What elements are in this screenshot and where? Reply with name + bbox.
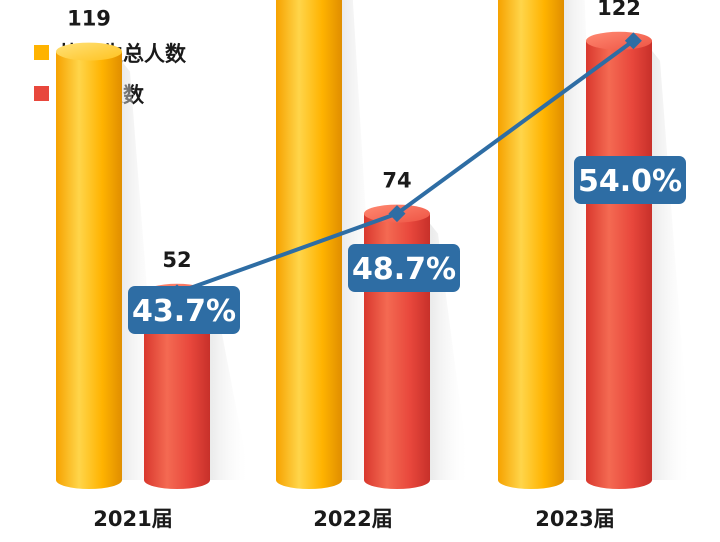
value-label-further-study-2: 122 bbox=[597, 0, 641, 20]
trend-marker-2 bbox=[624, 32, 642, 50]
percent-badge-text: 48.7% bbox=[352, 252, 456, 287]
legend-swatch-further-study bbox=[34, 86, 49, 101]
bar-body bbox=[144, 292, 210, 489]
percent-badge-bg bbox=[574, 156, 686, 204]
x-axis-labels: 2021届 2022届 2023届 bbox=[93, 507, 614, 531]
percent-badge-bg bbox=[128, 286, 240, 334]
value-label-total-0: 119 bbox=[67, 7, 111, 31]
bar-total-2 bbox=[498, 0, 564, 489]
bar-body bbox=[498, 0, 564, 489]
percent-badge-bg bbox=[348, 244, 460, 292]
percent-badge-0: 43.7% bbox=[128, 286, 240, 334]
bar-body bbox=[56, 51, 122, 489]
percent-badge-1: 48.7% bbox=[348, 244, 460, 292]
legend-swatch-total bbox=[34, 45, 49, 60]
bar-top bbox=[56, 42, 122, 61]
x-label-1: 2022届 bbox=[313, 507, 392, 531]
bar-further-study-2 bbox=[586, 31, 652, 490]
percent-badge-2: 54.0% bbox=[574, 156, 686, 204]
value-label-further-study-1: 74 bbox=[382, 169, 411, 193]
percent-badge-text: 43.7% bbox=[132, 294, 236, 329]
value-label-further-study-0: 52 bbox=[162, 248, 191, 272]
percent-labels: 43.7% 48.7% 54.0% bbox=[128, 156, 686, 334]
bar-top bbox=[586, 31, 652, 50]
trend-marker-1 bbox=[388, 205, 406, 223]
bar-total-0 bbox=[56, 42, 122, 489]
bar-shadow bbox=[210, 302, 250, 480]
bar-shadow bbox=[652, 50, 692, 481]
x-label-0: 2021届 bbox=[93, 507, 172, 531]
bar-body bbox=[586, 40, 652, 490]
x-label-2: 2023届 bbox=[535, 507, 614, 531]
percent-badge-text: 54.0% bbox=[578, 164, 682, 199]
value-labels: 1195215274226122 bbox=[67, 0, 641, 272]
